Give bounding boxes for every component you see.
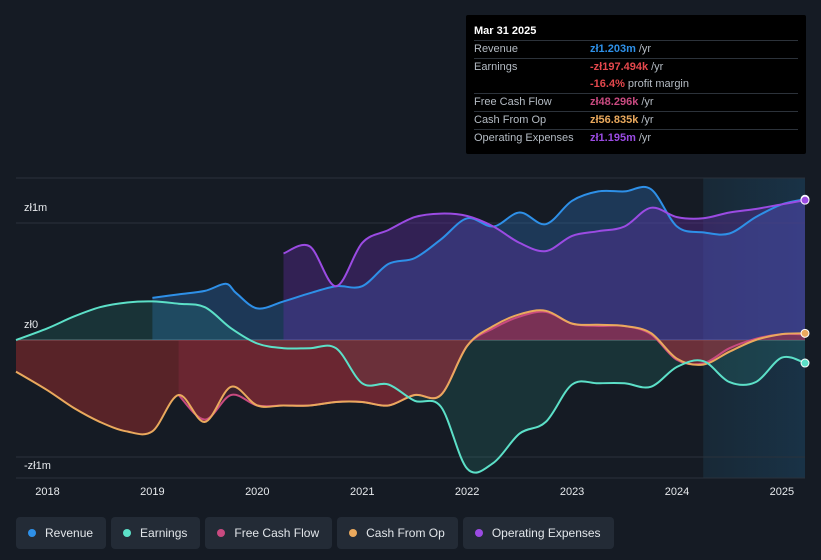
legend-label: Cash From Op	[366, 526, 445, 540]
tooltip-unit: profit margin	[627, 78, 689, 90]
legend-item-free-cash-flow[interactable]: Free Cash Flow	[205, 517, 333, 549]
tooltip-label: Earnings	[474, 61, 518, 73]
x-tick-label: 2025	[770, 486, 794, 498]
tooltip-unit: /yr	[641, 114, 654, 126]
legend-dot-icon	[349, 529, 358, 537]
tooltip-value: zł1.203m	[590, 43, 636, 55]
cash-from-op-line	[15, 309, 806, 436]
legend-item-revenue[interactable]: Revenue	[16, 517, 107, 549]
legend-label: Free Cash Flow	[234, 526, 320, 540]
x-tick-label: 2021	[350, 486, 374, 498]
x-tick-label: 2018	[35, 486, 59, 498]
legend-item-earnings[interactable]: Earnings	[111, 517, 201, 549]
x-tick-label: 2023	[560, 486, 584, 498]
tooltip-value: zł1.195m	[590, 132, 636, 144]
chart-plot: zł1m zł0 -zł1m 2018 2019 2020 2021 2022 2023 2024…	[15, 177, 810, 498]
revenue-area	[152, 186, 805, 340]
tooltip-label: Operating Expenses	[474, 132, 574, 144]
earnings-end-point	[800, 358, 810, 368]
tooltip-label: Free Cash Flow	[474, 96, 552, 108]
chart-legend: Revenue Earnings Free Cash Flow Cash Fro…	[16, 517, 614, 549]
operating-expenses-end-point	[800, 195, 810, 205]
operating-expenses-line	[283, 199, 806, 288]
legend-dot-icon	[474, 529, 483, 537]
legend-item-operating-expenses[interactable]: Operating Expenses	[462, 517, 614, 549]
y-tick-label: zł1m	[24, 202, 47, 214]
tooltip-unit: /yr	[641, 96, 654, 108]
tooltip-label	[474, 76, 590, 93]
tooltip-label: Cash From Op	[474, 114, 547, 126]
tooltip-value: zł48.296k	[590, 96, 639, 108]
cash-from-op-area	[16, 310, 805, 435]
free-cash-flow-area	[178, 311, 806, 420]
x-tick-label: 2022	[455, 486, 479, 498]
y-tick-label: -zł1m	[24, 460, 51, 472]
legend-label: Operating Expenses	[491, 526, 601, 540]
legend-label: Revenue	[45, 526, 94, 540]
tooltip-label: Revenue	[474, 43, 519, 55]
legend-dot-icon	[123, 529, 132, 537]
earnings-line	[15, 300, 806, 474]
tooltip-unit: /yr	[651, 61, 664, 73]
tooltip-row-revenue: Revenue zł1.203m /yr	[474, 41, 798, 59]
tooltip-row-free-cash-flow: Free Cash Flow zł48.296k /yr	[474, 94, 798, 112]
cash-from-op-end-point	[800, 328, 810, 338]
tooltip-date: Mar 31 2025	[474, 23, 798, 41]
revenue-line	[152, 185, 806, 310]
tooltip-row-earnings: Earnings -zł197.494k /yr	[474, 59, 798, 76]
tooltip-row-operating-expenses: Operating Expenses zł1.195m /yr	[474, 130, 798, 147]
tooltip-value: zł56.835k	[590, 114, 639, 126]
y-tick-label: zł0	[24, 319, 38, 331]
legend-dot-icon	[28, 529, 36, 537]
x-tick-label: 2024	[665, 486, 689, 498]
tooltip-unit: /yr	[638, 43, 652, 55]
tooltip-row-profit-margin: -16.4% profit margin	[474, 76, 798, 94]
legend-item-cash-from-op[interactable]: Cash From Op	[337, 517, 458, 549]
forecast-region	[703, 178, 805, 478]
earnings-area	[16, 301, 805, 473]
legend-label: Earnings	[140, 526, 188, 540]
x-tick-label: 2020	[245, 486, 269, 498]
tooltip-row-cash-from-op: Cash From Op zł56.835k /yr	[474, 112, 798, 130]
tooltip-value: -16.4%	[590, 78, 625, 90]
tooltip-value: -zł197.494k	[590, 61, 649, 73]
tooltip-unit: /yr	[638, 132, 652, 144]
legend-dot-icon	[217, 529, 226, 537]
data-tooltip: Mar 31 2025 Revenue zł1.203m /yr Earning…	[466, 15, 806, 154]
x-tick-label: 2019	[140, 486, 164, 498]
operating-expenses-area	[283, 200, 805, 340]
